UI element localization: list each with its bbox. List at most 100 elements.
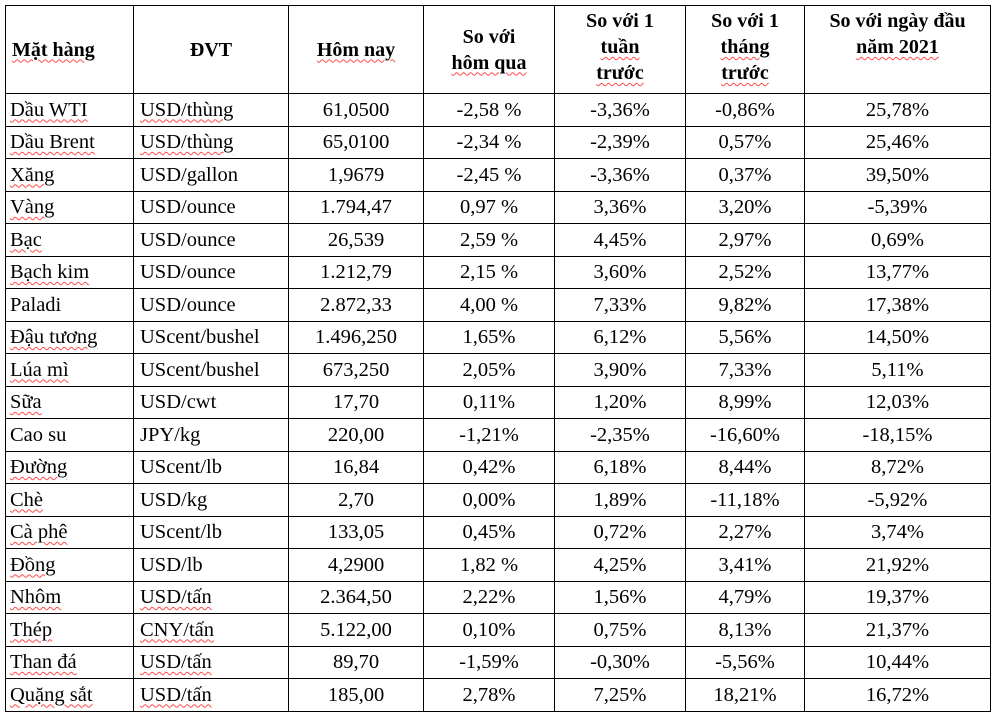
cell-today: 220,00 [288,418,424,452]
cell-unit: UScent/lb [133,450,289,484]
cell-vs-week: 4,45% [554,223,686,257]
table-row: Đậu tương UScent/bushel 1.496,250 1,65% … [5,320,991,354]
cell-vs-week: -3,36% [554,93,686,127]
cell-vs-year-start: 21,92% [804,548,991,582]
cell-today: 2,70 [288,483,424,517]
cell-today: 65,0100 [288,125,424,159]
cell-today: 17,70 [288,385,424,419]
cell-today: 1.794,47 [288,190,424,224]
cell-vs-month: -11,18% [685,483,805,517]
cell-vs-yesterday: 0,97 % [423,190,555,224]
cell-vs-week: 1,56% [554,580,686,614]
cell-item: Bạch kim [5,255,134,289]
cell-item: Cà phê [5,515,134,549]
table-row: Than đá USD/tấn 89,70 -1,59% -0,30% -5,5… [5,645,991,679]
cell-vs-yesterday: -2,58 % [423,93,555,127]
cell-vs-month: 2,52% [685,255,805,289]
cell-vs-yesterday: -1,59% [423,645,555,679]
cell-unit: USD/lb [133,548,289,582]
table-row: Bạch kim USD/ounce 1.212,79 2,15 % 3,60%… [5,255,991,289]
cell-today: 1.496,250 [288,320,424,354]
cell-item: Đậu tương [5,320,134,354]
cell-item: Lúa mì [5,353,134,387]
cell-unit: USD/thùng [133,125,289,159]
cell-vs-week: 7,33% [554,288,686,322]
cell-vs-month: 8,13% [685,613,805,647]
cell-vs-yesterday: 0,45% [423,515,555,549]
cell-unit: CNY/tấn [133,613,289,647]
cell-unit: USD/cwt [133,385,289,419]
header-vs-yesterday-line-1: So với [462,25,516,48]
header-vs-year-start-line-1: So với ngày đầu [829,10,966,32]
cell-today: 4,2900 [288,548,424,582]
cell-item: Chè [5,483,134,517]
cell-vs-week: 6,12% [554,320,686,354]
table-row: Xăng USD/gallon 1,9679 -2,45 % -3,36% 0,… [5,158,991,192]
cell-vs-week: 1,89% [554,483,686,517]
header-vs-yesterday: So với hôm qua [423,5,555,94]
cell-vs-month: 0,37% [685,158,805,192]
cell-vs-week: -2,35% [554,418,686,452]
table-row: Thép CNY/tấn 5.122,00 0,10% 0,75% 8,13% … [5,613,991,647]
cell-vs-year-start: 25,46% [804,125,991,159]
cell-vs-week: 1,20% [554,385,686,419]
cell-vs-month: 9,82% [685,288,805,322]
cell-item: Đồng [5,548,134,582]
cell-today: 2.364,50 [288,580,424,614]
cell-vs-year-start: 8,72% [804,450,991,484]
cell-vs-yesterday: 4,00 % [423,288,555,322]
cell-vs-yesterday: 2,22% [423,580,555,614]
cell-vs-yesterday: 2,59 % [423,223,555,257]
cell-vs-year-start: 17,38% [804,288,991,322]
table-row: Cao su JPY/kg 220,00 -1,21% -2,35% -16,6… [5,418,991,452]
cell-today: 5.122,00 [288,613,424,647]
cell-vs-month: -0,86% [685,93,805,127]
commodity-price-table: Mặt hàng ĐVT Hôm nay So với hôm qua So v… [5,5,991,712]
cell-vs-week: 0,72% [554,515,686,549]
cell-vs-week: 4,25% [554,548,686,582]
cell-today: 1,9679 [288,158,424,192]
table-row: Quặng sắt USD/tấn 185,00 2,78% 7,25% 18,… [5,678,991,712]
cell-unit: USD/kg [133,483,289,517]
header-row: Mặt hàng ĐVT Hôm nay So với hôm qua So v… [5,5,991,94]
table-row: Vàng USD/ounce 1.794,47 0,97 % 3,36% 3,2… [5,190,991,224]
cell-vs-yesterday: -2,45 % [423,158,555,192]
header-unit-label: ĐVT [189,38,233,61]
table-row: Cà phê UScent/lb 133,05 0,45% 0,72% 2,27… [5,515,991,549]
table-row: Dầu WTI USD/thùng 61,0500 -2,58 % -3,36%… [5,93,991,127]
table-row: Lúa mì UScent/bushel 673,250 2,05% 3,90%… [5,353,991,387]
cell-vs-yesterday: 0,42% [423,450,555,484]
cell-vs-week: 3,90% [554,353,686,387]
cell-vs-yesterday: 1,65% [423,320,555,354]
cell-today: 26,539 [288,223,424,257]
cell-vs-year-start: 12,03% [804,385,991,419]
cell-unit: USD/tấn [133,678,289,712]
cell-unit: USD/thùng [133,93,289,127]
cell-vs-yesterday: 2,78% [423,678,555,712]
cell-vs-yesterday: -1,21% [423,418,555,452]
cell-vs-year-start: 13,77% [804,255,991,289]
cell-vs-year-start: 10,44% [804,645,991,679]
cell-vs-year-start: -5,92% [804,483,991,517]
cell-vs-year-start: 39,50% [804,158,991,192]
cell-vs-week: 6,18% [554,450,686,484]
cell-today: 2.872,33 [288,288,424,322]
cell-vs-month: 5,56% [685,320,805,354]
cell-item: Dầu WTI [5,93,134,127]
cell-vs-week: -2,39% [554,125,686,159]
cell-vs-year-start: 3,74% [804,515,991,549]
cell-vs-month: 3,20% [685,190,805,224]
cell-unit: USD/ounce [133,288,289,322]
cell-item: Đường [5,450,134,484]
cell-vs-month: -16,60% [685,418,805,452]
cell-unit: USD/ounce [133,223,289,257]
header-vs-month-line-3: trước [721,62,769,84]
cell-vs-year-start: 14,50% [804,320,991,354]
cell-vs-yesterday: 2,05% [423,353,555,387]
cell-vs-week: -0,30% [554,645,686,679]
header-vs-month: So với 1 tháng trước [685,5,805,94]
table-row: Paladi USD/ounce 2.872,33 4,00 % 7,33% 9… [5,288,991,322]
table-row: Sữa USD/cwt 17,70 0,11% 1,20% 8,99% 12,0… [5,385,991,419]
cell-vs-month: 2,27% [685,515,805,549]
cell-today: 673,250 [288,353,424,387]
